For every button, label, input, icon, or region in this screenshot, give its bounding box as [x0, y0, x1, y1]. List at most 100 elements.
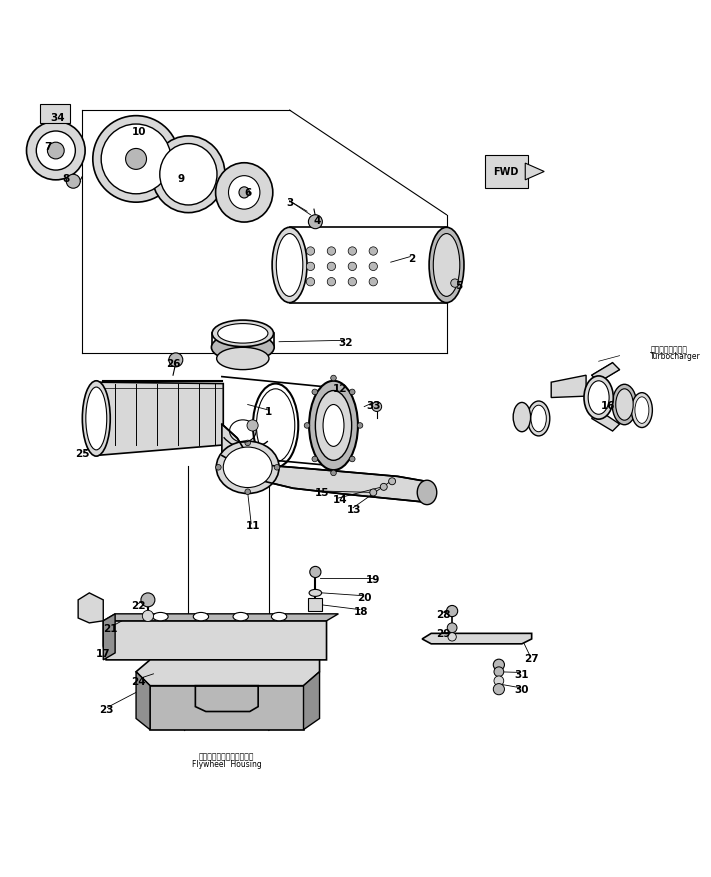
Circle shape: [357, 424, 363, 429]
Ellipse shape: [272, 613, 287, 621]
Circle shape: [215, 465, 221, 471]
Ellipse shape: [616, 389, 634, 421]
Polygon shape: [96, 382, 223, 456]
Circle shape: [48, 143, 64, 160]
Circle shape: [101, 125, 171, 195]
Circle shape: [494, 676, 504, 686]
Ellipse shape: [612, 385, 636, 425]
Text: 13: 13: [347, 504, 362, 515]
Text: 17: 17: [96, 648, 111, 658]
Polygon shape: [103, 614, 338, 621]
Ellipse shape: [528, 402, 550, 437]
Ellipse shape: [160, 145, 217, 206]
Text: 30: 30: [515, 684, 529, 695]
Text: 27: 27: [524, 653, 539, 663]
Circle shape: [494, 667, 504, 677]
Circle shape: [493, 660, 504, 671]
Text: 16: 16: [602, 400, 616, 410]
Ellipse shape: [631, 393, 653, 428]
Circle shape: [26, 122, 85, 181]
Circle shape: [306, 278, 315, 287]
Circle shape: [304, 424, 310, 429]
Circle shape: [350, 389, 355, 396]
Ellipse shape: [531, 406, 546, 432]
Circle shape: [448, 633, 456, 641]
Circle shape: [274, 465, 280, 471]
Circle shape: [369, 247, 378, 256]
Circle shape: [447, 624, 457, 633]
Text: Turbocharger: Turbocharger: [651, 352, 701, 360]
Circle shape: [245, 489, 250, 495]
Text: 6: 6: [244, 189, 251, 198]
Ellipse shape: [635, 397, 649, 424]
Text: 22: 22: [131, 601, 145, 610]
Polygon shape: [422, 634, 532, 644]
Ellipse shape: [513, 403, 530, 432]
Ellipse shape: [211, 334, 274, 362]
Polygon shape: [150, 686, 304, 730]
Circle shape: [370, 489, 377, 496]
Text: 24: 24: [131, 676, 146, 686]
Circle shape: [348, 263, 356, 271]
Ellipse shape: [228, 176, 260, 210]
Ellipse shape: [323, 405, 344, 447]
Circle shape: [369, 278, 378, 287]
Text: 21: 21: [103, 623, 117, 633]
Circle shape: [306, 263, 315, 271]
Circle shape: [36, 132, 75, 171]
Ellipse shape: [193, 613, 208, 621]
Text: 18: 18: [354, 606, 369, 617]
Ellipse shape: [218, 324, 268, 344]
Circle shape: [66, 175, 80, 189]
Ellipse shape: [217, 348, 269, 370]
Polygon shape: [103, 614, 115, 660]
Ellipse shape: [316, 391, 352, 460]
Text: 2: 2: [408, 253, 415, 264]
Ellipse shape: [588, 381, 609, 415]
Polygon shape: [592, 363, 619, 382]
Polygon shape: [136, 660, 319, 686]
Ellipse shape: [309, 589, 321, 596]
Polygon shape: [103, 621, 326, 660]
Text: ターボチャージャ: ターボチャージャ: [651, 345, 688, 353]
Circle shape: [245, 440, 250, 446]
Circle shape: [126, 149, 146, 170]
Polygon shape: [78, 593, 103, 624]
Text: 12: 12: [333, 383, 348, 393]
Circle shape: [310, 567, 321, 578]
Ellipse shape: [272, 228, 307, 303]
Ellipse shape: [212, 321, 274, 347]
Circle shape: [306, 247, 315, 256]
Text: FWD: FWD: [493, 168, 518, 177]
Ellipse shape: [239, 188, 250, 199]
Text: 1: 1: [265, 407, 272, 417]
Text: 5: 5: [456, 280, 463, 290]
Text: Flywheel  Housing: Flywheel Housing: [192, 759, 262, 768]
Text: 25: 25: [75, 449, 90, 459]
Circle shape: [369, 263, 378, 271]
Bar: [485, 155, 528, 189]
Ellipse shape: [151, 137, 225, 213]
Circle shape: [331, 375, 336, 381]
Text: 3: 3: [286, 198, 293, 208]
Text: 20: 20: [357, 592, 371, 602]
Circle shape: [348, 247, 356, 256]
Text: 11: 11: [245, 521, 260, 531]
Text: 8: 8: [63, 175, 70, 184]
Text: 26: 26: [166, 358, 181, 368]
Text: 4: 4: [314, 216, 321, 226]
Polygon shape: [222, 424, 426, 503]
Polygon shape: [551, 375, 586, 398]
Ellipse shape: [82, 381, 110, 457]
Polygon shape: [136, 672, 150, 730]
Text: 33: 33: [366, 400, 380, 410]
Ellipse shape: [433, 234, 460, 297]
Text: 23: 23: [99, 704, 113, 714]
Ellipse shape: [429, 228, 464, 303]
Circle shape: [327, 263, 336, 271]
Circle shape: [169, 353, 183, 367]
Text: 31: 31: [515, 669, 529, 679]
Polygon shape: [592, 410, 619, 431]
Text: 14: 14: [333, 495, 347, 505]
Ellipse shape: [153, 613, 168, 621]
